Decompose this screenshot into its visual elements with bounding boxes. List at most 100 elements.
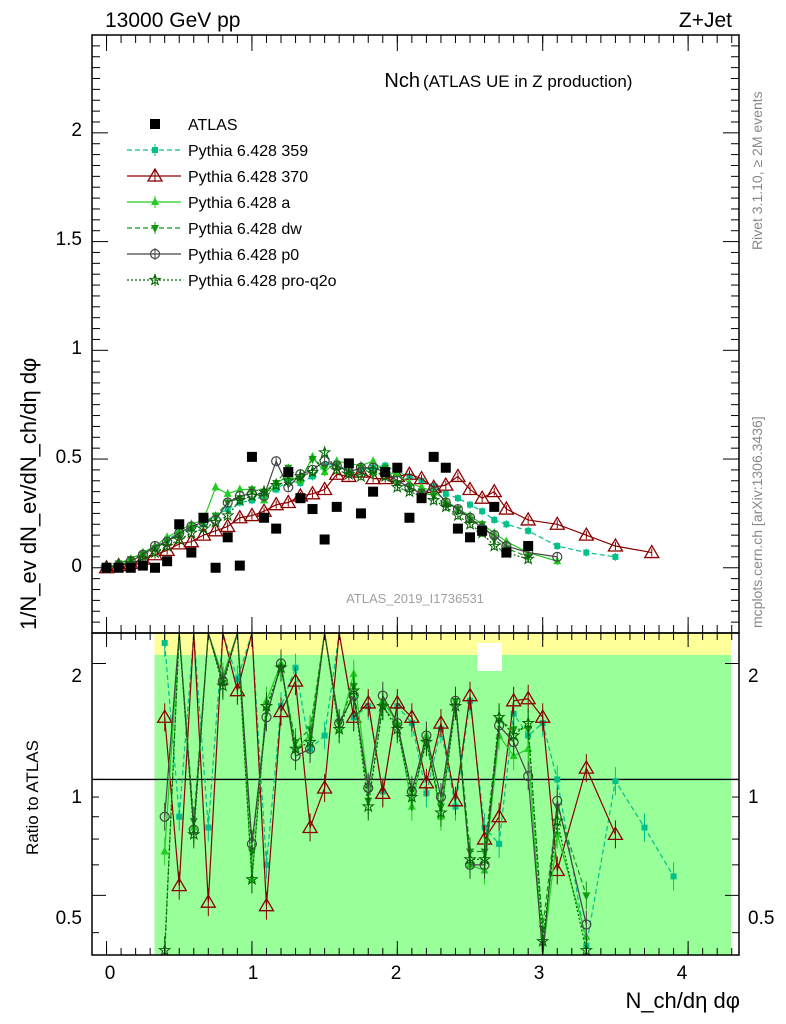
data-point — [607, 826, 624, 841]
data-point — [643, 544, 660, 559]
data-point — [319, 534, 330, 545]
data-point — [161, 640, 168, 647]
data-point — [160, 538, 174, 552]
data-point — [172, 532, 186, 546]
main-y-tick-labels: 0 0.5 1 1.5 2 — [56, 120, 82, 577]
data-point — [316, 779, 333, 794]
data-point — [454, 495, 461, 502]
data-point — [376, 699, 390, 712]
data-point — [552, 795, 563, 806]
data-point — [288, 741, 303, 755]
data-point — [171, 877, 188, 892]
data-point — [148, 545, 162, 559]
data-point — [393, 469, 402, 478]
data-point — [342, 467, 356, 480]
data-point — [245, 488, 259, 502]
data-point — [150, 119, 160, 129]
data-point — [402, 484, 417, 498]
data-point — [581, 919, 592, 930]
data-point — [158, 542, 176, 557]
data-point — [317, 445, 332, 459]
legend-entry: ATLAS — [150, 117, 238, 134]
data-point — [171, 535, 188, 550]
data-point — [316, 481, 333, 496]
data-point — [503, 521, 510, 528]
ratio-series-6 — [158, 632, 594, 956]
data-point — [474, 489, 491, 504]
data-point — [364, 470, 382, 485]
ratio-plot-frame — [91, 632, 740, 956]
data-point — [146, 167, 164, 182]
plot-title: Nch — [384, 70, 420, 92]
data-point — [452, 523, 463, 534]
data-point — [343, 458, 354, 469]
data-point — [195, 526, 212, 541]
data-point — [486, 483, 503, 498]
data-point — [428, 482, 439, 493]
data-point — [187, 827, 201, 841]
data-point — [550, 813, 564, 827]
data-point — [437, 476, 454, 491]
data-point — [582, 892, 591, 901]
data-point — [432, 714, 450, 729]
data-point — [271, 523, 282, 534]
y-tick-label: 1 — [71, 338, 82, 359]
ratio-line — [164, 632, 616, 906]
legend-label: Pythia 6.428 a — [188, 195, 290, 212]
data-point — [257, 484, 271, 498]
legend-label: Pythia 6.428 dw — [188, 221, 302, 238]
ratio-y-tick-label: 0.5 — [56, 908, 82, 929]
data-point — [321, 732, 328, 739]
legend-entry: Pythia 6.428 370 — [127, 167, 308, 186]
data-point — [554, 776, 561, 783]
data-point — [160, 846, 169, 855]
data-point — [283, 467, 294, 478]
data-point — [380, 467, 391, 478]
data-point — [418, 774, 435, 789]
data-point — [549, 862, 566, 877]
data-point — [243, 507, 261, 522]
data-point — [332, 456, 341, 465]
data-point — [434, 805, 448, 819]
data-point — [301, 819, 319, 834]
data-point — [163, 532, 172, 541]
ratio-y-tick-label: 2 — [748, 666, 759, 687]
data-point — [156, 708, 173, 723]
series-6 — [99, 445, 535, 574]
data-point — [440, 462, 451, 473]
series-line — [106, 451, 529, 569]
data-point — [463, 852, 477, 866]
data-point — [496, 840, 503, 847]
data-point — [196, 521, 211, 535]
data-point — [374, 785, 391, 800]
data-point — [159, 811, 170, 822]
data-point — [151, 225, 159, 233]
data-point — [347, 683, 361, 697]
legend: ATLAS Pythia 6.428 359 Pythia 6.428 370 Pyt… — [127, 117, 337, 290]
data-point — [405, 477, 414, 486]
data-point — [670, 873, 677, 880]
data-point — [439, 499, 453, 513]
data-point — [330, 462, 344, 476]
ratio-series-2 — [156, 632, 624, 920]
data-point — [416, 493, 427, 504]
data-point — [607, 537, 624, 552]
data-point — [390, 480, 405, 493]
data-point — [461, 687, 479, 702]
legend-label: Pythia 6.428 359 — [188, 143, 308, 160]
data-point — [208, 515, 223, 528]
data-point — [307, 504, 318, 515]
data-point — [295, 493, 306, 504]
x-tick-label: 3 — [534, 963, 545, 984]
data-point — [259, 699, 274, 712]
data-point — [263, 861, 270, 868]
analysis-watermark: ATLAS_2019_I1736531 — [346, 591, 484, 606]
energy-label: 13000 GeV pp — [105, 9, 240, 32]
mcplots-label: mcplots.cern.ch [arXiv:1306.3436] — [749, 416, 765, 628]
data-point — [200, 893, 217, 908]
data-point — [578, 526, 595, 541]
data-point — [498, 500, 515, 515]
ratio-y-axis-title: Ratio to ATLAS — [23, 740, 42, 855]
data-point — [269, 478, 283, 491]
data-point — [534, 708, 551, 723]
